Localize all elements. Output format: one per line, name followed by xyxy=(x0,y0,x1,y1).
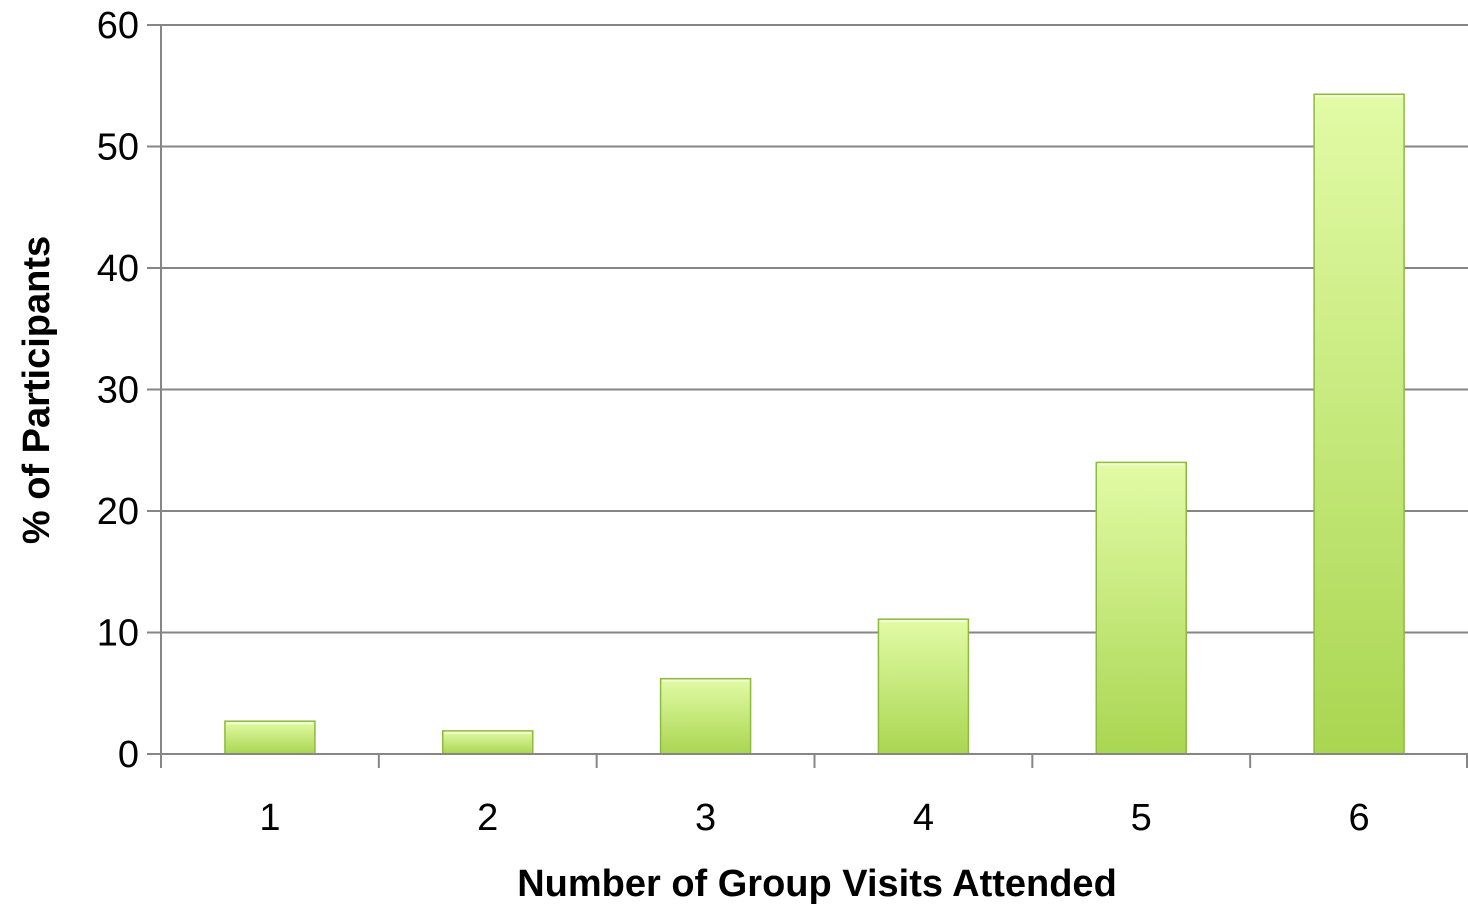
bar xyxy=(877,618,970,755)
y-tick-label: 60 xyxy=(97,5,139,47)
axes xyxy=(147,24,1468,768)
bar xyxy=(224,720,316,755)
bar xyxy=(1313,93,1405,755)
y-tick-label: 0 xyxy=(118,734,139,776)
x-tick-label: 4 xyxy=(913,797,934,839)
x-axis-title: Number of Group Visits Attended xyxy=(517,863,1117,905)
y-tick-label: 30 xyxy=(97,370,139,412)
y-tick-label: 40 xyxy=(97,248,139,290)
bars xyxy=(224,93,1405,755)
x-tick-label: 5 xyxy=(1131,797,1152,839)
x-tick-label: 1 xyxy=(259,797,280,839)
tick-labels: 0 10 20 30 40 50 60 1 2 3 4 5 6 xyxy=(97,5,1370,839)
x-tick-label: 6 xyxy=(1349,797,1370,839)
gridlines xyxy=(161,24,1468,634)
x-tick-label: 3 xyxy=(695,797,716,839)
y-tick-label: 50 xyxy=(97,127,139,169)
y-axis-title: % of Participants xyxy=(16,236,58,544)
bar xyxy=(1095,461,1187,755)
x-tick-label: 2 xyxy=(477,797,498,839)
bar xyxy=(659,677,752,755)
y-tick-label: 20 xyxy=(97,491,139,533)
bar xyxy=(442,730,534,755)
y-tick-label: 10 xyxy=(97,613,139,655)
